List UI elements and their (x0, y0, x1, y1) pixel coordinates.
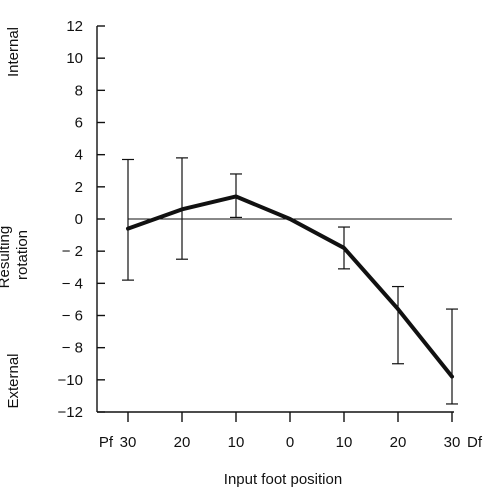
y-bottom-label: External (5, 353, 22, 408)
x-tick-label: 30 (120, 434, 137, 451)
y-tick-label: 12 (66, 18, 83, 35)
y-axis-label-line-1: Resulting (0, 226, 13, 289)
y-tick-label: 2 (75, 179, 83, 196)
series-line (126, 194, 454, 379)
x-tick-label: 10 (228, 434, 245, 451)
y-tick-label: 0 (75, 211, 83, 228)
x-end-label-left: Pf (99, 434, 114, 451)
y-axis-label-line-2: rotation (14, 230, 31, 280)
y-axis: −12 −10 − 8 − 6 − 4 − 2 0 2 4 6 8 10 12 (58, 18, 105, 421)
x-tick-label: 0 (286, 434, 294, 451)
y-top-label: Internal (5, 27, 22, 77)
y-tick-label: − 8 (62, 340, 83, 357)
y-tick-label: − 6 (62, 308, 83, 325)
x-tick-label: 30 (444, 434, 461, 451)
y-tick-label: − 2 (62, 243, 83, 260)
x-tick-label: 10 (336, 434, 353, 451)
y-tick-label: 4 (75, 147, 83, 164)
y-tick-label: −10 (58, 372, 83, 389)
x-tick-label: 20 (390, 434, 407, 451)
y-tick-label: −12 (58, 404, 83, 421)
plot-area (122, 157, 458, 405)
y-tick-label: 10 (66, 50, 83, 67)
y-tick-label: 8 (75, 82, 83, 99)
x-axis-label: Input foot position (224, 471, 342, 488)
y-tick-label: 6 (75, 115, 83, 132)
x-end-label-right: Df (467, 434, 483, 451)
x-tick-label: 20 (174, 434, 191, 451)
x-axis: 30 20 10 0 10 20 30 Pf Df (97, 411, 483, 451)
y-tick-label: − 4 (62, 275, 83, 292)
y-axis-label: Resulting rotation (0, 222, 31, 289)
